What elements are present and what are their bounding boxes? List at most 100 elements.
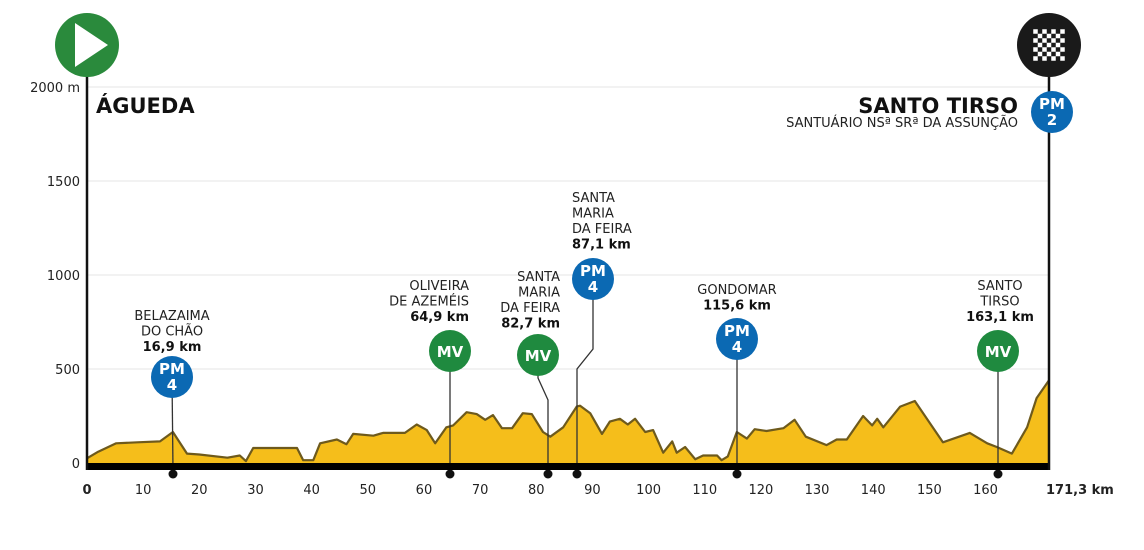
x-axis (87, 463, 1049, 470)
mv-badge (977, 330, 1019, 372)
y-axis-ticks: 0 500 1000 1500 2000 m (30, 81, 80, 472)
x-tick-label: 80 (528, 483, 545, 498)
marker-distance: 115,6 km (703, 299, 771, 314)
pm-badge (572, 258, 614, 300)
flag-square (1060, 47, 1065, 52)
marker-place-name: SANTA (572, 191, 615, 206)
marker-dot (993, 469, 1003, 479)
marker-place-name: MARIA (572, 207, 614, 222)
marker-place-name: GONDOMAR (697, 283, 776, 298)
pm-badge (151, 356, 193, 398)
finish-pm-badge: PM 2 (1031, 91, 1073, 133)
badge-type: MV (985, 343, 1012, 361)
x-axis-bar (87, 463, 1049, 470)
badge-type: PM (159, 360, 185, 378)
flag-square (1060, 56, 1065, 61)
x-tick-label: 50 (360, 483, 377, 498)
flag-square (1042, 38, 1047, 43)
flag-square (1055, 51, 1061, 57)
profile-outline (86, 379, 1050, 463)
marker-distance: 64,9 km (410, 310, 469, 325)
flag-square (1037, 51, 1043, 57)
flag-square (1037, 42, 1043, 48)
flag-square (1046, 42, 1052, 48)
x-tick-label: 140 (861, 483, 886, 498)
flag-square (1055, 33, 1061, 39)
x-tick-label: 171,3 km (1046, 483, 1114, 498)
flag-square (1051, 56, 1056, 61)
badge-type: MV (437, 343, 464, 361)
flag-square (1055, 42, 1061, 48)
flag-square (1037, 33, 1043, 39)
x-tick-label: 70 (472, 483, 489, 498)
flag-square (1046, 51, 1052, 57)
y-tick-label: 500 (55, 363, 80, 378)
elevation-profile (86, 379, 1050, 463)
x-axis-ticks: 0 10 20 30 40 50 60 70 80 90 100 110 120 130 140 150 160… (82, 483, 1113, 498)
flag-square (1033, 29, 1038, 34)
badge-category: 4 (167, 376, 177, 394)
flag-square (1060, 38, 1065, 43)
flag-square (1033, 38, 1038, 43)
flag-square (1051, 38, 1056, 43)
x-tick-label: 0 (82, 483, 91, 498)
x-tick-label: 60 (416, 483, 433, 498)
flag-square (1042, 29, 1047, 34)
marker-place-name: DE AZEMÉIS (389, 294, 469, 310)
flag-square (1042, 47, 1047, 52)
x-tick-label: 100 (636, 483, 661, 498)
finish-subtitle: SANTUÁRIO NSª SRª DA ASSUNÇÃO (786, 115, 1018, 131)
x-tick-label: 20 (191, 483, 208, 498)
marker-dot (543, 469, 553, 479)
start-town-label: ÁGUEDA (96, 93, 195, 118)
x-tick-label: 160 (973, 483, 998, 498)
marker-place-name: DA FEIRA (500, 301, 560, 316)
marker-place-name: SANTO (977, 279, 1022, 294)
marker-place-name: TIRSO (979, 295, 1019, 310)
marker-place-name: MARIA (518, 286, 560, 301)
flag-square (1033, 47, 1038, 52)
start-icon (55, 13, 119, 77)
marker-place-name: DO CHÃO (141, 324, 203, 340)
x-tick-label: 30 (247, 483, 264, 498)
badge-type: PM (580, 262, 606, 280)
marker-place-name: BELAZAIMA (134, 309, 209, 324)
y-tick-label: 2000 m (30, 81, 80, 96)
badge-category: 4 (588, 278, 598, 296)
badge-category: 4 (732, 338, 742, 356)
marker-dot (445, 469, 455, 479)
gridlines (87, 86, 1049, 370)
y-tick-label: 1000 (47, 269, 80, 284)
checkered-flag-icon (1017, 13, 1081, 77)
marker-distance: 87,1 km (572, 238, 631, 253)
x-tick-label: 90 (584, 483, 601, 498)
marker-dot (732, 469, 742, 479)
marker-dot (572, 469, 582, 479)
marker-dot (168, 469, 178, 479)
flag-square (1046, 33, 1052, 39)
marker-place-name: OLIVEIRA (409, 279, 469, 294)
flag-square (1042, 56, 1047, 61)
x-tick-label: 110 (692, 483, 717, 498)
pm-badge (716, 318, 758, 360)
marker-distance: 16,9 km (143, 340, 202, 355)
flag-square (1051, 29, 1056, 34)
x-tick-label: 130 (805, 483, 830, 498)
x-tick-label: 120 (748, 483, 773, 498)
finish-badge-category: 2 (1047, 111, 1057, 129)
marker-distance: 163,1 km (966, 310, 1034, 325)
flag-square (1051, 47, 1056, 52)
mv-badge (429, 330, 471, 372)
badge-type: PM (724, 322, 750, 340)
finish-town-label: SANTO TIRSO (858, 94, 1018, 118)
x-tick-label: 150 (917, 483, 942, 498)
flag-square (1060, 29, 1065, 34)
y-tick-label: 1500 (47, 175, 80, 190)
